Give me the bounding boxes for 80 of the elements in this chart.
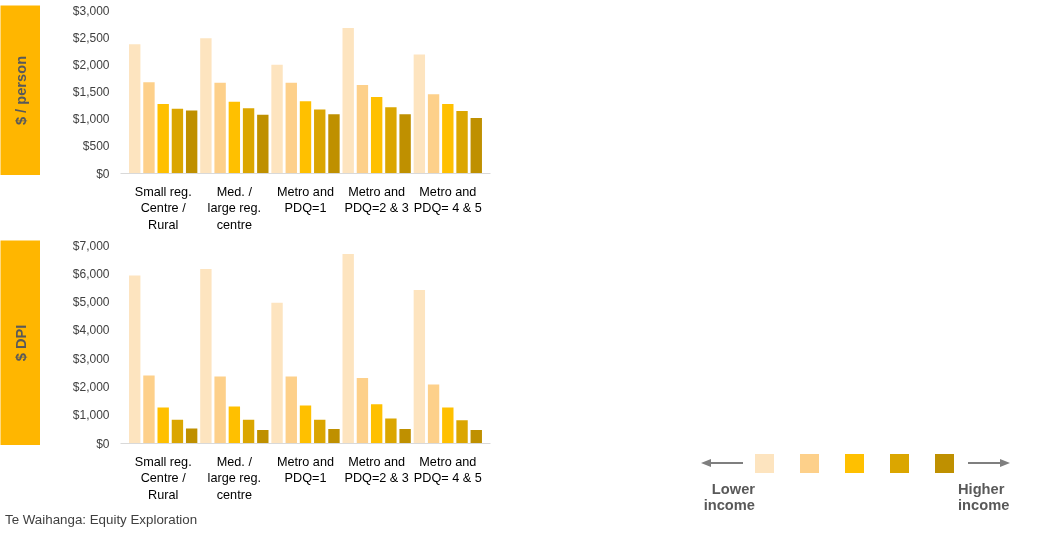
- bar: [129, 44, 141, 174]
- x-tick-label: Small reg. Centre / Rural: [134, 454, 192, 503]
- x-tick-label: Metro and PDQ=1: [277, 454, 334, 486]
- bar: [413, 54, 426, 174]
- y-tick-label: $5,000: [72, 295, 110, 310]
- x-tick-label: Metro and PDQ= 4 & 5: [413, 454, 482, 486]
- x-tick-label: Small reg. Centre / Rural: [134, 184, 192, 233]
- bar: [456, 420, 468, 444]
- bar: [129, 275, 141, 444]
- y-tick-label: $1,000: [72, 112, 110, 127]
- bar: [271, 64, 283, 174]
- bar: [314, 109, 326, 174]
- x-tick-label: Metro and PDQ= 4 & 5: [413, 184, 482, 216]
- y-axis-title: $ / person: [12, 55, 29, 126]
- y-tick-label: $1,000: [72, 408, 110, 423]
- y-tick-label: $3,000: [72, 351, 110, 366]
- bar: [299, 405, 312, 444]
- bar: [285, 376, 297, 444]
- bar: [143, 375, 155, 444]
- bar: [342, 27, 354, 174]
- y-tick-label: $3,000: [72, 3, 110, 18]
- text: Lower income: [702, 481, 755, 514]
- bar: [228, 406, 241, 444]
- bar: [257, 114, 269, 174]
- bar: [427, 94, 440, 174]
- bar: [470, 429, 482, 444]
- y-axis-title: $ DPI: [12, 324, 29, 362]
- text: Higher income: [958, 481, 1011, 514]
- bar: [214, 82, 226, 174]
- y-tick-label: $2,500: [72, 30, 110, 45]
- text: Te Waihanga: Equity Exploration: [5, 511, 198, 529]
- bar: [185, 110, 198, 174]
- bar: [370, 404, 383, 444]
- bar: [299, 101, 312, 174]
- bar: [442, 407, 454, 444]
- bar: [328, 114, 340, 174]
- x-tick-label: Metro and PDQ=1: [277, 184, 334, 216]
- y-tick-label: $2,000: [72, 57, 110, 72]
- bar: [171, 108, 184, 174]
- bar: [143, 82, 155, 174]
- bar: [399, 429, 411, 444]
- y-tick-label: $500: [82, 139, 110, 154]
- bar: [399, 114, 411, 174]
- y-tick-label: $0: [96, 166, 110, 181]
- y-tick-label: $6,000: [72, 266, 110, 281]
- bar: [214, 376, 226, 444]
- x-tick-label: Metro and PDQ=2 & 3: [344, 184, 409, 216]
- y-tick-label: $1,500: [72, 85, 110, 99]
- x-tick-label: Med. / large reg. centre: [207, 184, 262, 233]
- bar: [271, 302, 283, 444]
- bar: [370, 96, 383, 174]
- bar: [185, 428, 198, 444]
- bar: [200, 268, 212, 444]
- bar: [314, 419, 326, 444]
- y-tick-label: $7,000: [72, 238, 110, 253]
- bar: [200, 38, 212, 174]
- bar: [456, 111, 468, 174]
- bar: [356, 84, 369, 174]
- bar: [257, 429, 269, 444]
- bar: [385, 107, 397, 174]
- bar: [157, 407, 169, 444]
- bar: [228, 101, 241, 174]
- bar: [171, 419, 184, 444]
- x-tick-label: Med. / large reg. centre: [207, 454, 262, 503]
- bar: [442, 103, 454, 174]
- bar: [242, 108, 255, 174]
- y-tick-label: $0: [96, 436, 110, 451]
- bar: [356, 377, 369, 444]
- bar: [157, 103, 169, 174]
- y-tick-label: $2,000: [72, 379, 110, 394]
- bar: [242, 419, 255, 444]
- x-tick-label: Metro and PDQ=2 & 3: [344, 454, 409, 486]
- bar: [470, 118, 482, 174]
- bar: [385, 418, 397, 444]
- bar: [342, 253, 354, 444]
- bar: [427, 384, 440, 444]
- y-tick-label: $4,000: [72, 323, 110, 338]
- bar: [328, 429, 340, 444]
- bar: [413, 289, 426, 444]
- bar: [285, 82, 297, 174]
